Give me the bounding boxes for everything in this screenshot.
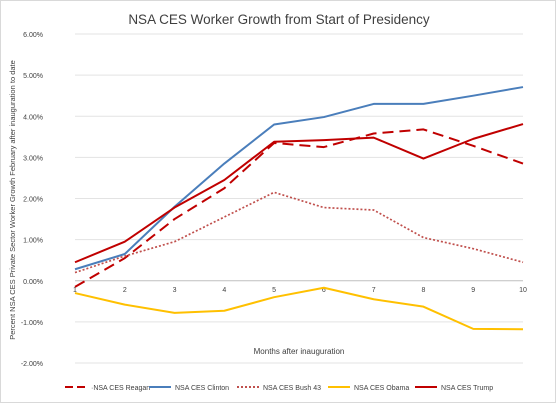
x-tick-label: 5 [272,287,276,294]
legend-label: NSA CES Clinton [175,385,229,392]
x-axis-ticks: 1 2 3 4 5 6 7 8 9 10 [73,287,527,294]
legend-label: NSA CES Trump [441,385,493,392]
chart-title: NSA CES Worker Growth from Start of Pres… [128,12,430,27]
legend-label: NSA CES Obama [354,385,409,392]
series-line [74,128,524,288]
y-tick-label: 4.00% [23,114,43,121]
y-tick-label: 5.00% [23,73,43,80]
series-line [74,86,524,271]
y-axis-title: Percent NSA CES Private Sector Worker Gr… [8,60,17,340]
y-axis-ticks: -2.00% -1.00% 0.00% 1.00% 2.00% 3.00% 4.00% 5.0… [21,32,43,368]
legend-label: ·NSA CES Reagan [91,385,150,392]
series-line [74,191,524,274]
y-tick-label: 2.00% [23,197,43,204]
series-line [74,286,524,331]
x-tick-label: 4 [222,287,226,294]
x-tick-label: 1 [73,287,77,294]
series-lines [74,86,524,331]
x-tick-label: 6 [322,287,326,294]
y-tick-label: -1.00% [21,320,43,327]
series-line [74,123,524,264]
y-tick-label: 3.00% [23,155,43,162]
x-axis-title: Months after inauguration [254,347,345,356]
legend-label: NSA CES Bush 43 [263,385,321,392]
x-tick-label: 2 [123,287,127,294]
legend: ·NSA CES Reagan NSA CES Clinton NSA CES Bu… [65,385,493,392]
x-tick-label: 10 [519,287,527,294]
y-tick-label: 1.00% [23,238,43,245]
x-tick-label: 7 [372,287,376,294]
x-tick-label: 8 [421,287,425,294]
y-tick-label: 6.00% [23,32,43,39]
x-tick-label: 9 [471,287,475,294]
x-tick-label: 3 [173,287,177,294]
y-tick-label: 0.00% [23,279,43,286]
gridlines [75,33,523,364]
y-tick-label: -2.00% [21,361,43,368]
